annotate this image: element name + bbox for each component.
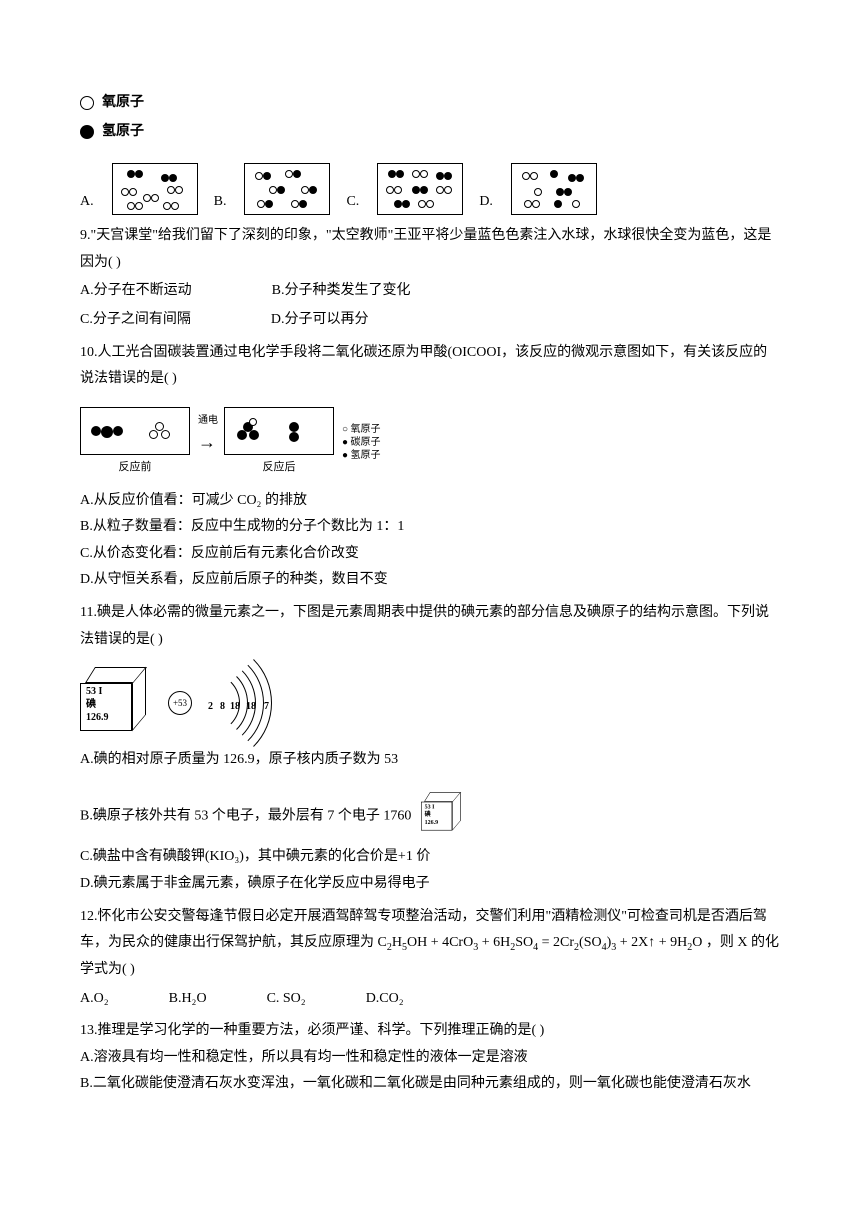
q9-options-row1: A.分子在不断运动 B.分子种类发生了变化 <box>80 278 780 305</box>
q12-text: 12.怀化市公安交警每逢节假日必定开展酒驾醉驾专项整治活动，交警们利用"酒精检测… <box>80 904 780 984</box>
reaction-arrow-icon: 通电→ <box>198 425 216 459</box>
legend: 氧原子 氢原子 <box>80 90 780 145</box>
legend-row-h: 氢原子 <box>80 119 780 146</box>
q10-text: 10.人工光合固碳装置通过电化学手段将二氧化碳还原为甲酸(OICOOI，该反应的… <box>80 340 780 393</box>
choice-d-label: D. <box>479 189 493 216</box>
q12-formula: C2H5OH + 4CrO3 + 6H2SO4 = 2Cr2(SO4)3 + 2… <box>378 935 703 950</box>
q10-opt-b: B.从粒子数量看：反应中生成物的分子个数比为 1：1 <box>80 514 780 541</box>
q10-reaction-diagram: 反应前 通电→ 反应后 ○ 氧原子 ● 碳原子 ● 氢原子 <box>80 407 780 478</box>
q11-opt-c: C.碘盐中含有碘酸钾(KIO₃)，其中碘元素的化合价是+1 价 <box>80 844 780 871</box>
after-label: 反应后 <box>224 457 334 478</box>
element-cube-icon: 53 I 碘 126.9 <box>421 792 463 834</box>
q13-text: 13.推理是学习化学的一种重要方法，必须严谨、科学。下列推理正确的是( ) <box>80 1018 780 1045</box>
q10-opt-a: A.从反应价值看：可减少 CO₂ 的排放 <box>80 488 780 515</box>
q11-opt-d: D.碘元素属于非金属元素，碘原子在化学反应中易得电子 <box>80 871 780 898</box>
legend-row-o: 氧原子 <box>80 90 780 117</box>
q9-opt-b: B.分子种类发生了变化 <box>272 278 411 305</box>
q9-options-row2: C.分子之间有间隔 D.分子可以再分 <box>80 307 780 334</box>
element-cube-icon: 53 I 碘 126.9 <box>80 667 150 737</box>
q9-opt-a: A.分子在不断运动 <box>80 278 192 305</box>
choice-c-label: C. <box>346 189 359 216</box>
legend-label: 氢原子 <box>102 119 144 146</box>
q8-choices: A. B. C. D. <box>80 163 780 215</box>
q9-text: 9."天宫课堂"给我们留下了深刻的印象，"太空教师"王亚平将少量蓝色色素注入水球… <box>80 223 780 276</box>
q12-opt-d: D.CO₂ <box>366 986 404 1013</box>
solid-circle-icon <box>80 125 94 139</box>
reaction-legend: ○ 氧原子 ● 碳原子 ● 氢原子 <box>342 423 381 462</box>
q11-diagram: 53 I 碘 126.9 +53 2 8 18 18 7 <box>80 667 780 737</box>
open-circle-icon <box>80 96 94 110</box>
legend-label: 氧原子 <box>102 90 144 117</box>
molecule-box-a <box>112 163 198 215</box>
molecule-box-c <box>377 163 463 215</box>
q13-opt-a: A.溶液具有均一性和稳定性，所以具有均一性和稳定性的液体一定是溶液 <box>80 1045 780 1072</box>
q12-opt-a: A.O₂ <box>80 986 109 1013</box>
q10-opt-c: C.从价态变化看：反应前后有元素化合价改变 <box>80 541 780 568</box>
q9-opt-c: C.分子之间有间隔 <box>80 307 191 334</box>
molecule-box-d <box>511 163 597 215</box>
q12-options: A.O₂ B.H₂O C. SO₂ D.CO₂ <box>80 986 780 1013</box>
q10-opt-d: D.从守恒关系看，反应前后原子的种类，数目不变 <box>80 567 780 594</box>
q12-opt-b: B.H₂O <box>169 986 207 1013</box>
q13-opt-b: B.二氧化碳能使澄清石灰水变浑浊，一氧化碳和二氧化碳是由同种元素组成的，则一氧化… <box>80 1071 780 1098</box>
q9-opt-d: D.分子可以再分 <box>271 307 369 334</box>
q12-opt-c: C. SO₂ <box>267 986 306 1013</box>
choice-b-label: B. <box>214 189 227 216</box>
choice-a-label: A. <box>80 189 94 216</box>
q11-opt-b: B.碘原子核外共有 53 个电子，最外层有 7 个电子 1760 53 I 碘 … <box>80 788 780 845</box>
reaction-after: 反应后 <box>224 407 334 478</box>
reaction-before: 反应前 <box>80 407 190 478</box>
atom-structure-icon: +53 2 8 18 18 7 <box>168 667 298 737</box>
before-label: 反应前 <box>80 457 190 478</box>
molecule-box-b <box>244 163 330 215</box>
